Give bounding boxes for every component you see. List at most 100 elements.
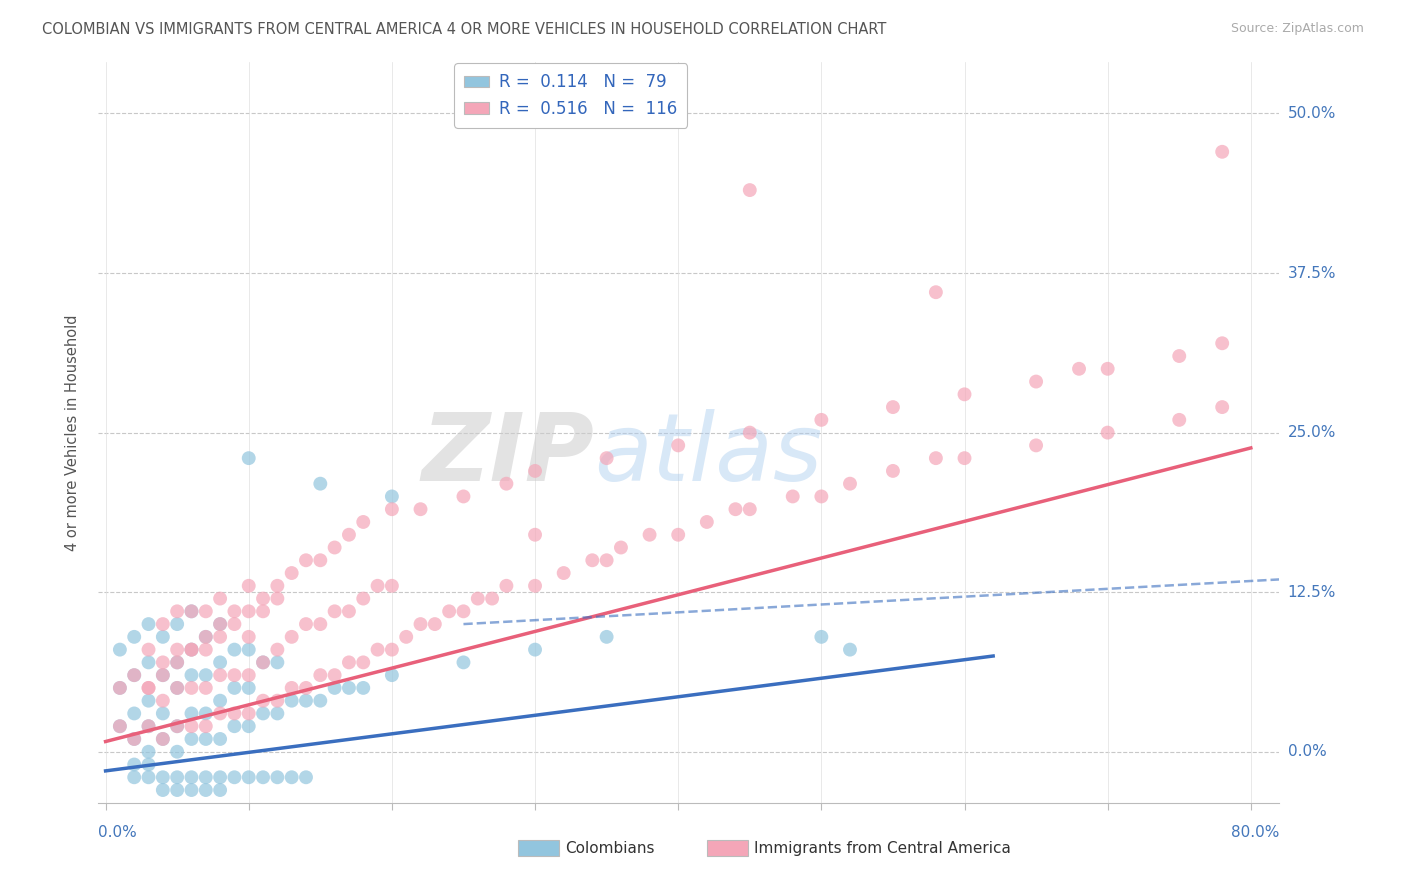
Point <box>152 783 174 797</box>
Point <box>323 541 346 555</box>
Point <box>180 706 202 721</box>
Point <box>209 770 232 784</box>
Point <box>810 490 832 504</box>
Point <box>166 656 188 670</box>
Point <box>266 591 288 606</box>
Point <box>166 642 188 657</box>
Point <box>337 656 360 670</box>
Point <box>138 656 160 670</box>
Point <box>323 681 346 695</box>
Point <box>152 630 174 644</box>
Point <box>194 630 217 644</box>
Point <box>180 642 202 657</box>
Point <box>180 604 202 618</box>
Point <box>352 515 374 529</box>
Point <box>238 719 260 733</box>
Point <box>209 617 232 632</box>
Point <box>238 668 260 682</box>
Point <box>194 783 217 797</box>
Point <box>1168 413 1191 427</box>
Point <box>224 642 246 657</box>
Point <box>882 464 904 478</box>
Point <box>295 681 318 695</box>
Point <box>122 706 145 721</box>
Point <box>409 502 432 516</box>
Point <box>224 604 246 618</box>
Point <box>209 668 232 682</box>
Point <box>595 451 617 466</box>
FancyBboxPatch shape <box>707 840 748 856</box>
Y-axis label: 4 or more Vehicles in Household: 4 or more Vehicles in Household <box>65 314 80 551</box>
Point <box>166 681 188 695</box>
Point <box>738 502 761 516</box>
Point <box>138 642 160 657</box>
Point <box>180 681 202 695</box>
Point <box>122 770 145 784</box>
Point <box>323 668 346 682</box>
Point <box>224 617 246 632</box>
Point <box>152 706 174 721</box>
Point <box>266 656 288 670</box>
Point <box>280 694 302 708</box>
Point <box>495 579 517 593</box>
Point <box>1097 361 1119 376</box>
Point <box>367 579 389 593</box>
Point <box>882 400 904 414</box>
Point <box>337 527 360 541</box>
Point <box>352 681 374 695</box>
Point <box>467 591 489 606</box>
Point <box>224 681 246 695</box>
Legend: R =  0.114   N =  79, R =  0.516   N =  116: R = 0.114 N = 79, R = 0.516 N = 116 <box>454 63 688 128</box>
Point <box>166 681 188 695</box>
Text: 25.0%: 25.0% <box>1288 425 1336 440</box>
Text: 80.0%: 80.0% <box>1232 825 1279 840</box>
Point <box>108 681 131 695</box>
Point <box>309 476 332 491</box>
Text: atlas: atlas <box>595 409 823 500</box>
Point <box>295 694 318 708</box>
Text: COLOMBIAN VS IMMIGRANTS FROM CENTRAL AMERICA 4 OR MORE VEHICLES IN HOUSEHOLD COR: COLOMBIAN VS IMMIGRANTS FROM CENTRAL AME… <box>42 22 887 37</box>
Point <box>381 668 404 682</box>
Point <box>595 553 617 567</box>
Point <box>224 770 246 784</box>
Point <box>138 694 160 708</box>
Point <box>839 476 862 491</box>
Point <box>810 413 832 427</box>
Point <box>252 604 274 618</box>
Point <box>180 731 202 746</box>
Point <box>423 617 446 632</box>
Point <box>638 527 661 541</box>
Point <box>1025 375 1047 389</box>
Point <box>152 731 174 746</box>
Point <box>122 731 145 746</box>
Point <box>209 617 232 632</box>
Point <box>337 604 360 618</box>
Point <box>352 656 374 670</box>
Point <box>166 656 188 670</box>
Point <box>1067 361 1090 376</box>
Point <box>166 719 188 733</box>
Point <box>1211 336 1233 351</box>
Text: Colombians: Colombians <box>565 841 654 856</box>
Point <box>252 770 274 784</box>
Point <box>194 604 217 618</box>
Point <box>194 770 217 784</box>
Point <box>194 731 217 746</box>
Point <box>266 694 288 708</box>
Point <box>166 617 188 632</box>
Point <box>108 642 131 657</box>
Point <box>266 706 288 721</box>
Point <box>738 425 761 440</box>
Point <box>1025 438 1047 452</box>
Point <box>138 745 160 759</box>
Point <box>180 783 202 797</box>
Point <box>180 642 202 657</box>
Point <box>122 757 145 772</box>
Point <box>152 668 174 682</box>
Point <box>553 566 575 580</box>
Point <box>166 770 188 784</box>
Point <box>381 642 404 657</box>
Point <box>209 783 232 797</box>
Point <box>696 515 718 529</box>
Point <box>194 719 217 733</box>
